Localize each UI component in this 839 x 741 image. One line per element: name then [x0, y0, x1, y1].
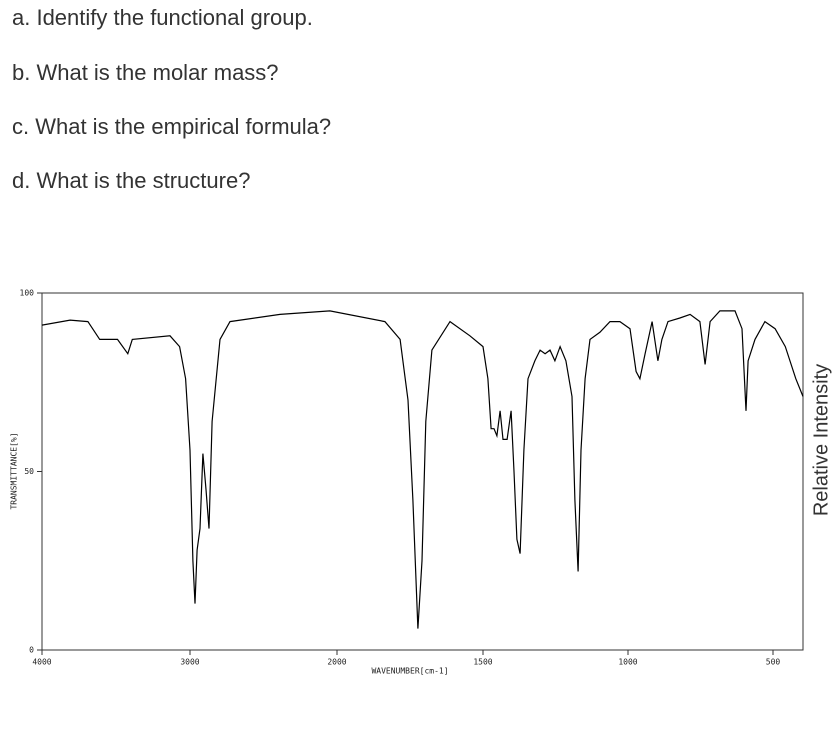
- x-axis-label: WAVENUMBER[cm-1]: [371, 667, 448, 676]
- x-tick-label: 4000: [32, 658, 51, 667]
- x-tick-label: 3000: [180, 658, 199, 667]
- x-tick-label: 2000: [327, 658, 346, 667]
- x-tick-label: 1500: [473, 658, 492, 667]
- y-axis-label: TRANSMITTANCE[%]: [10, 432, 19, 509]
- y-tick-label: 0: [29, 646, 34, 655]
- spectrum-line: [41, 310, 804, 629]
- plot-frame: [41, 292, 804, 651]
- x-tick-label: 500: [766, 658, 781, 667]
- right-label: Relative Intensity: [810, 364, 832, 516]
- question: a. Identify the functional group.: [12, 5, 313, 30]
- y-tick-label: 100: [20, 289, 35, 298]
- question: d. What is the structure?: [12, 168, 251, 193]
- question: b. What is the molar mass?: [12, 60, 279, 85]
- question: c. What is the empirical formula?: [12, 114, 332, 139]
- x-tick-label: 1000: [618, 658, 637, 667]
- y-tick-label: 50: [24, 467, 34, 476]
